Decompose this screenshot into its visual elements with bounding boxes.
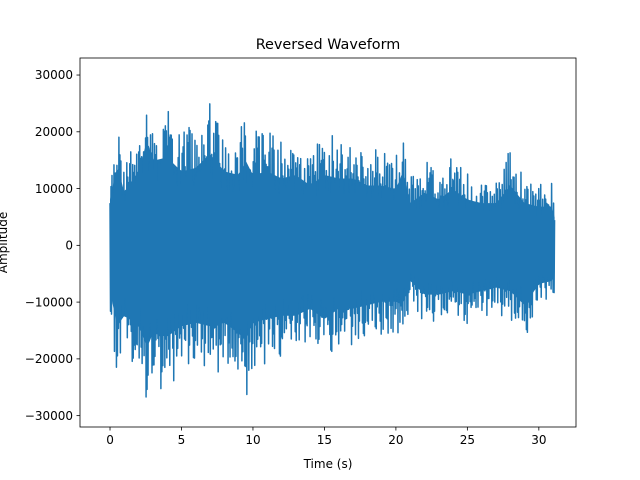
y-tick-label: −10000 [25, 295, 73, 309]
y-tick-label: −20000 [25, 352, 73, 366]
x-tick-label: 10 [245, 433, 260, 447]
x-tick-label: 20 [388, 433, 403, 447]
y-tick-label: 30000 [35, 68, 73, 82]
axes-frame [79, 57, 577, 428]
x-tick-label: 25 [460, 433, 475, 447]
y-tick-label: −30000 [25, 409, 73, 423]
plot-series-group [109, 103, 556, 398]
x-axis-label: Time (s) [303, 457, 353, 471]
x-tick-label: 0 [106, 433, 114, 447]
y-tick-label: 20000 [35, 125, 73, 139]
y-axis-label: Amplitude [0, 212, 10, 274]
chart-title: Reversed Waveform [256, 37, 401, 53]
y-tick-label: 0 [65, 239, 73, 253]
y-axis-ticks: −30000 −20000 −10000 0 10000 20000 30000 [25, 68, 80, 423]
x-axis-ticks: 0 5 10 15 20 25 30 [106, 427, 546, 447]
y-tick-label: 10000 [35, 182, 73, 196]
x-tick-label: 5 [178, 433, 186, 447]
x-tick-label: 30 [531, 433, 546, 447]
x-tick-label: 15 [317, 433, 332, 447]
waveform-line [109, 103, 556, 398]
